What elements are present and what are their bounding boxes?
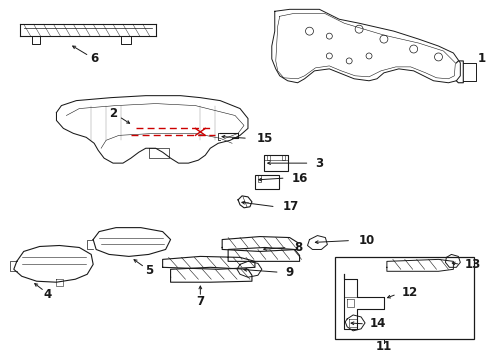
Text: 5: 5 xyxy=(144,264,153,277)
Text: 15: 15 xyxy=(256,132,273,145)
Text: 12: 12 xyxy=(401,285,417,299)
Text: 2: 2 xyxy=(109,107,117,120)
Bar xyxy=(264,155,287,171)
Text: 9: 9 xyxy=(285,266,293,279)
Text: 14: 14 xyxy=(369,318,386,330)
Text: 13: 13 xyxy=(463,258,480,271)
Text: 3: 3 xyxy=(315,157,323,170)
Text: 11: 11 xyxy=(375,340,391,353)
Bar xyxy=(254,175,278,189)
Text: 4: 4 xyxy=(43,288,52,301)
Text: 8: 8 xyxy=(294,241,302,254)
Text: 17: 17 xyxy=(282,200,298,213)
Text: 7: 7 xyxy=(196,294,204,307)
Text: 10: 10 xyxy=(358,234,375,247)
Bar xyxy=(335,257,473,339)
Text: 16: 16 xyxy=(291,171,307,185)
Text: 1: 1 xyxy=(477,53,485,66)
Text: 6: 6 xyxy=(90,53,98,66)
